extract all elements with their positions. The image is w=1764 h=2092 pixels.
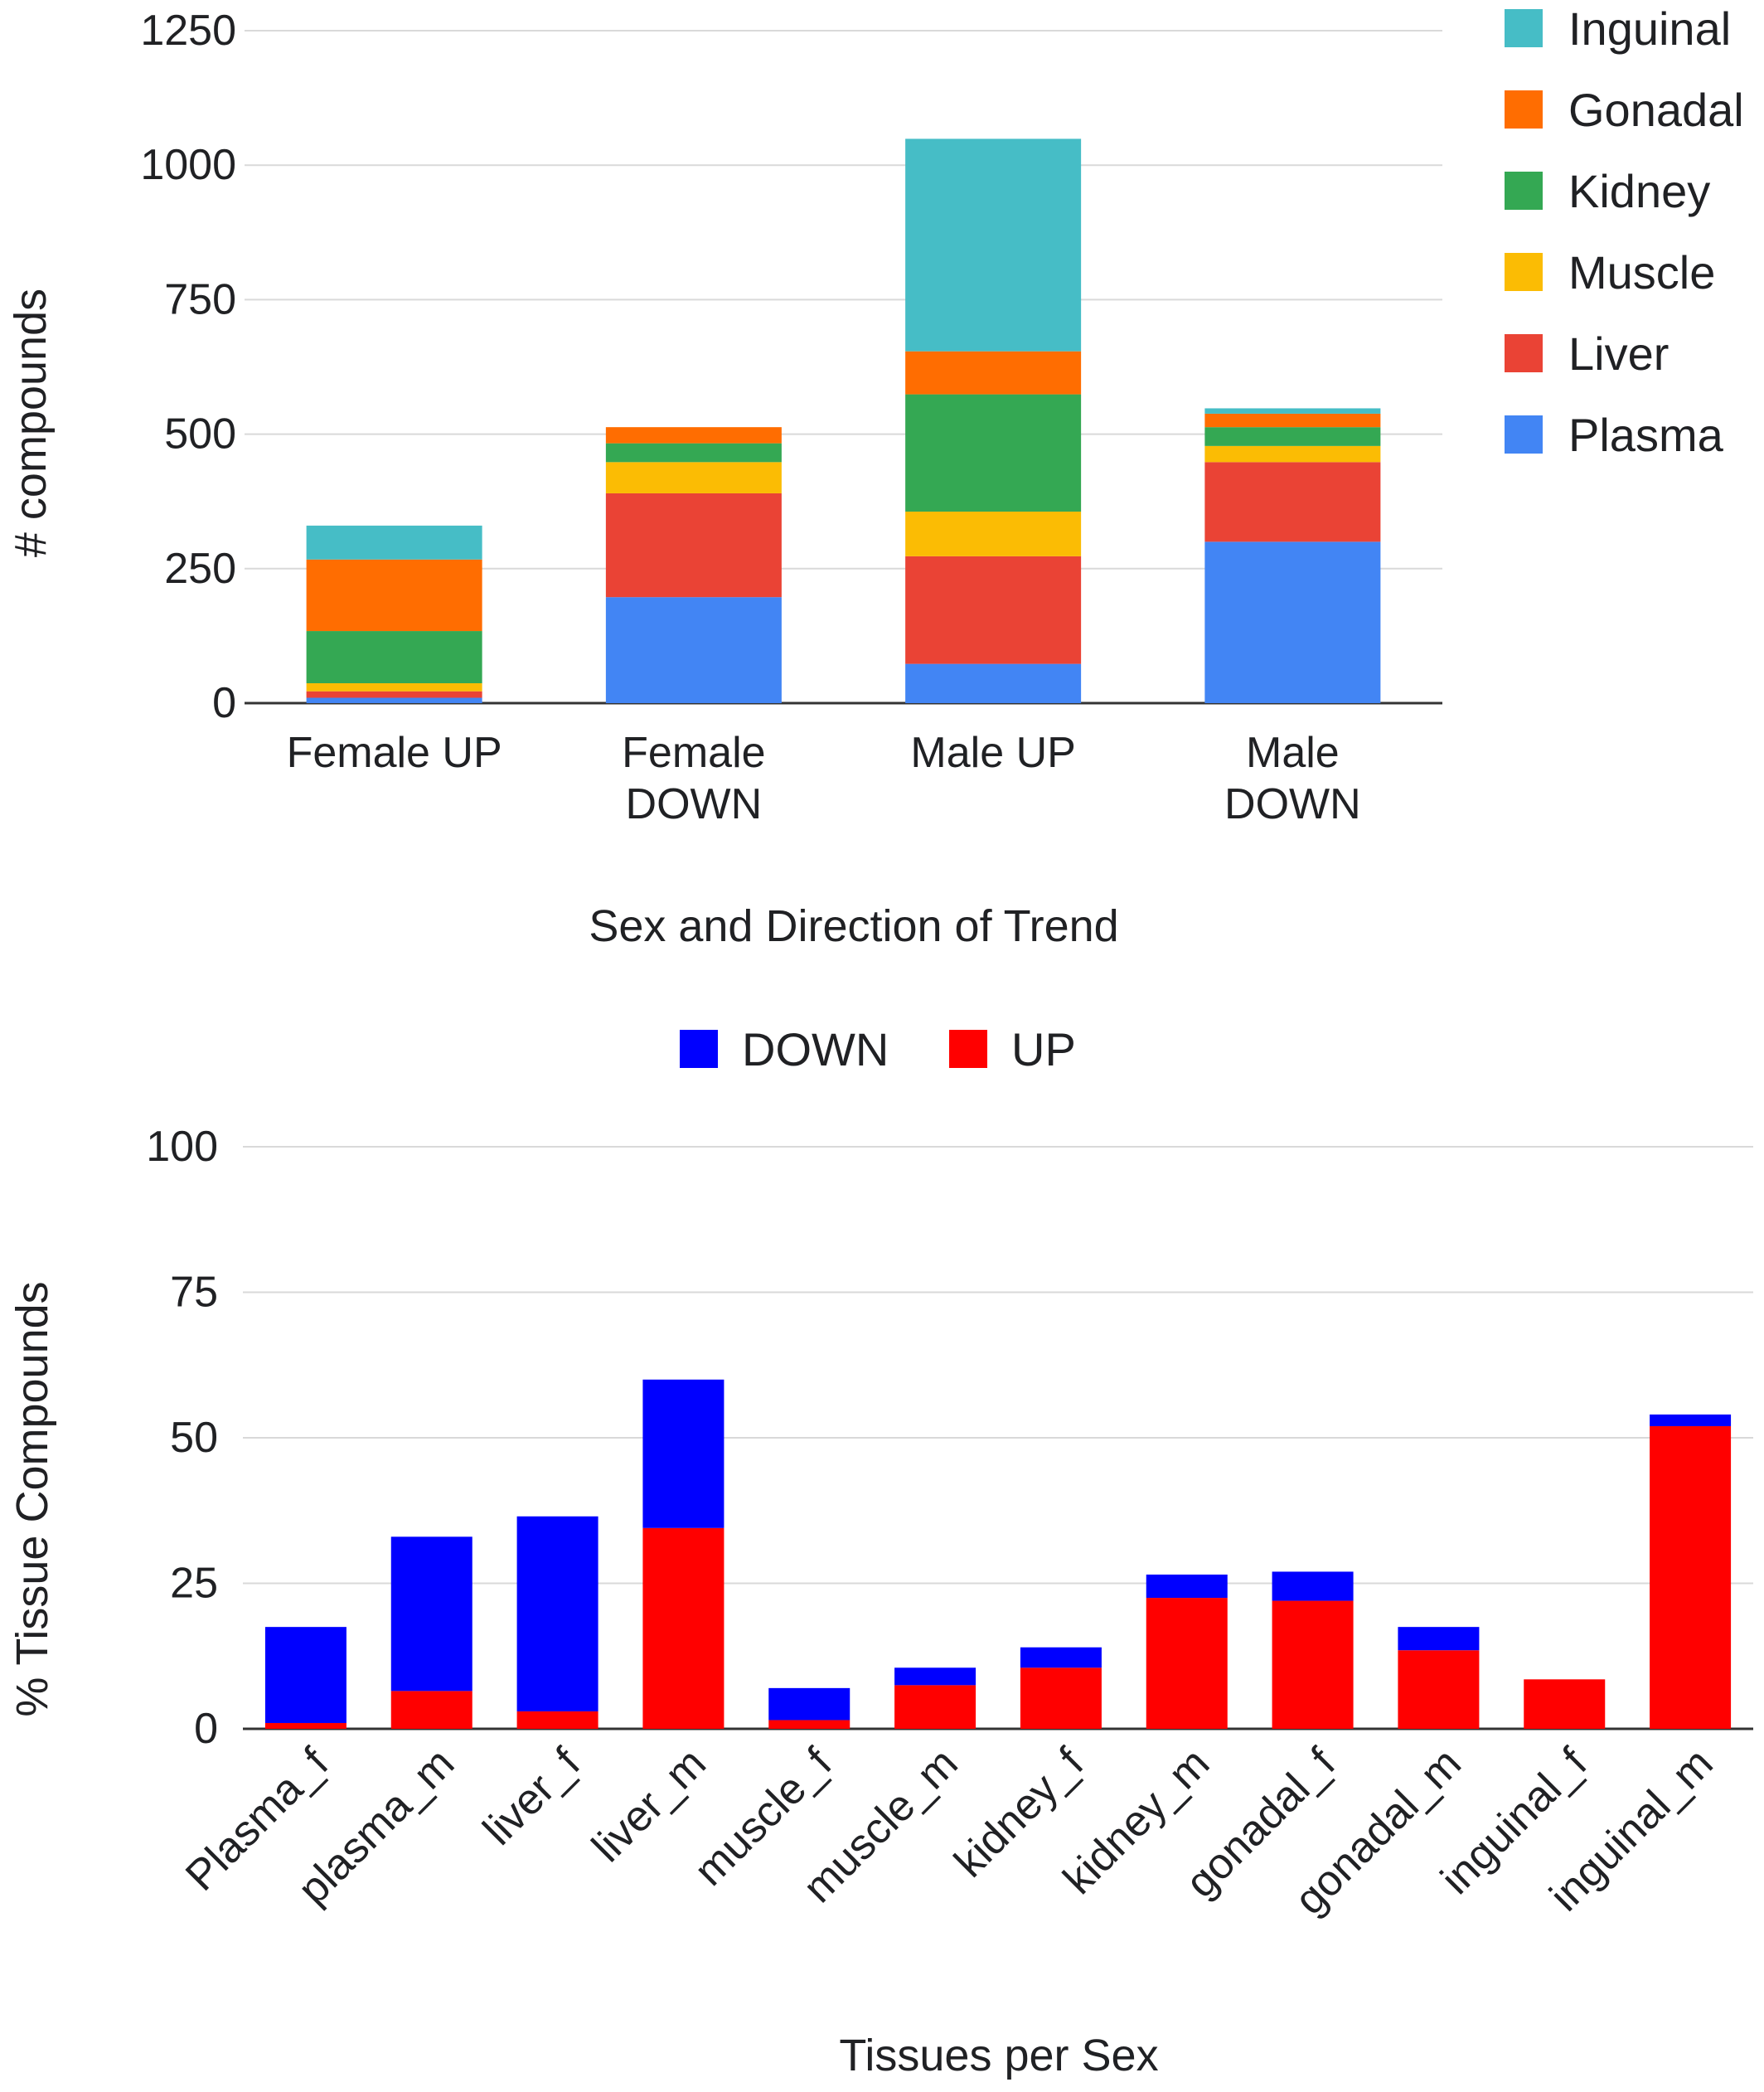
bar-up-muscle-m	[894, 1685, 976, 1729]
y-tick-label: 25	[170, 1560, 218, 1608]
bar-up-inguinal-m	[1650, 1425, 1732, 1729]
legend-label-gonadal: Gonadal	[1568, 84, 1744, 136]
bar-kidney-female-down	[605, 443, 782, 463]
bar-muscle-female-up	[306, 682, 482, 692]
bar-gonadal-female-up	[306, 559, 482, 632]
bar-kidney-male-down	[1204, 427, 1381, 446]
legend-swatch-plasma	[1505, 415, 1543, 454]
bar-muscle-female-down	[605, 462, 782, 493]
legend-swatch-down	[680, 1030, 718, 1068]
bar-up-gonadal-m	[1398, 1650, 1480, 1729]
bar-plasma-male-up	[905, 663, 1082, 703]
bar-down-kidney-m	[1146, 1574, 1228, 1599]
bar-plasma-male-down	[1204, 541, 1381, 703]
chart1-x-axis-title: Sex and Direction of Trend	[589, 901, 1118, 951]
chart2-x-axis-title: Tissues per Sex	[839, 2031, 1158, 2080]
x-tick-label: Female UP	[287, 729, 502, 777]
bar-down-liver-m	[642, 1379, 724, 1528]
chart1-y-axis-title: # compounds	[6, 289, 56, 557]
bar-up-liver-m	[642, 1527, 724, 1729]
bar-muscle-male-up	[905, 512, 1082, 556]
bar-up-plasma-m	[390, 1691, 472, 1729]
y-tick-label: 100	[146, 1123, 218, 1171]
bar-down-gonadal-f	[1272, 1571, 1354, 1601]
legend-swatch-inguinal	[1505, 9, 1543, 47]
y-tick-label: 50	[170, 1414, 218, 1462]
bar-gonadal-male-up	[905, 351, 1082, 395]
x-tick-label: Female DOWN	[622, 729, 765, 828]
chart1-x-tick-labels: Female UP Female DOWN Male UP Male DOWN	[287, 729, 1361, 828]
bar-down-muscle-m	[894, 1667, 976, 1686]
y-tick-label: 0	[194, 1705, 218, 1753]
legend-label-inguinal: Inguinal	[1568, 2, 1731, 55]
bar-up-liver-f	[516, 1711, 598, 1729]
bar-plasma-female-down	[605, 597, 782, 703]
chart2-y-axis-title: % Tissue Compounds	[7, 1281, 57, 1716]
y-tick-label: 500	[164, 410, 236, 459]
bar-down-plasma-m	[390, 1536, 472, 1692]
legend-label-liver: Liver	[1568, 328, 1669, 380]
bar-inguinal-male-up	[905, 138, 1082, 352]
y-tick-label: 75	[170, 1269, 218, 1317]
bar-inguinal-male-down	[1204, 408, 1381, 414]
bar-liver-male-up	[905, 556, 1082, 664]
chart2-bars	[264, 1379, 1732, 1729]
bar-down-plasma-f	[264, 1627, 346, 1723]
legend-label-kidney: Kidney	[1568, 165, 1710, 217]
bar-down-liver-f	[516, 1516, 598, 1711]
bar-down-kidney-f	[1020, 1647, 1102, 1668]
bar-kidney-female-up	[306, 631, 482, 683]
y-tick-label: 1250	[140, 7, 236, 55]
legend-swatch-up	[949, 1030, 987, 1068]
bar-up-plasma-f	[264, 1722, 346, 1729]
bar-inguinal-female-up	[306, 525, 482, 560]
legend-swatch-liver	[1505, 334, 1543, 372]
bar-up-muscle-f	[768, 1720, 850, 1729]
legend-label-up: UP	[1011, 1023, 1076, 1075]
legend-swatch-kidney	[1505, 172, 1543, 210]
chart1-y-tick-labels: 0 250 500 750 1000 1250	[140, 7, 236, 727]
chart2-legend: DOWN UP	[680, 1023, 1076, 1075]
bar-muscle-male-down	[1204, 445, 1381, 463]
y-tick-label: 250	[164, 545, 236, 593]
legend-label-muscle: Muscle	[1568, 246, 1715, 299]
bar-plasma-female-up	[306, 697, 482, 703]
x-tick-label: Male UP	[910, 729, 1075, 777]
x-tick-label: liver_f	[474, 1739, 589, 1854]
bar-liver-female-down	[605, 493, 782, 598]
bar-liver-male-down	[1204, 462, 1381, 542]
bar-kidney-male-up	[905, 394, 1082, 512]
bar-liver-female-up	[306, 691, 482, 698]
bar-down-gonadal-m	[1398, 1627, 1480, 1651]
chart-compounds-by-tissue: 0 250 500 750 1000 1250 Female UP Female DOWN Ma…	[6, 2, 1744, 951]
legend-label-down: DOWN	[742, 1023, 889, 1075]
chart1-legend: Inguinal Gonadal Kidney Muscle Liver Plasma	[1505, 2, 1744, 461]
bar-down-muscle-f	[768, 1687, 850, 1721]
y-tick-label: 0	[212, 679, 236, 727]
bar-up-kidney-f	[1020, 1667, 1102, 1729]
y-tick-label: 1000	[140, 141, 236, 189]
legend-label-plasma: Plasma	[1568, 409, 1724, 461]
bar-gonadal-male-down	[1204, 413, 1381, 428]
bar-up-kidney-m	[1146, 1598, 1228, 1729]
bar-down-inguinal-m	[1650, 1414, 1732, 1426]
bar-up-inguinal-f	[1524, 1679, 1606, 1729]
legend-swatch-muscle	[1505, 253, 1543, 291]
chart2-y-tick-labels: 0 25 50 75 100	[146, 1123, 218, 1753]
chart1-bars	[306, 138, 1381, 703]
bar-gonadal-female-down	[605, 427, 782, 444]
y-tick-label: 750	[164, 275, 236, 323]
chart2-gridlines	[243, 1146, 1753, 1730]
bar-up-gonadal-f	[1272, 1600, 1354, 1729]
x-tick-label: Male DOWN	[1224, 729, 1361, 828]
legend-swatch-gonadal	[1505, 90, 1543, 129]
